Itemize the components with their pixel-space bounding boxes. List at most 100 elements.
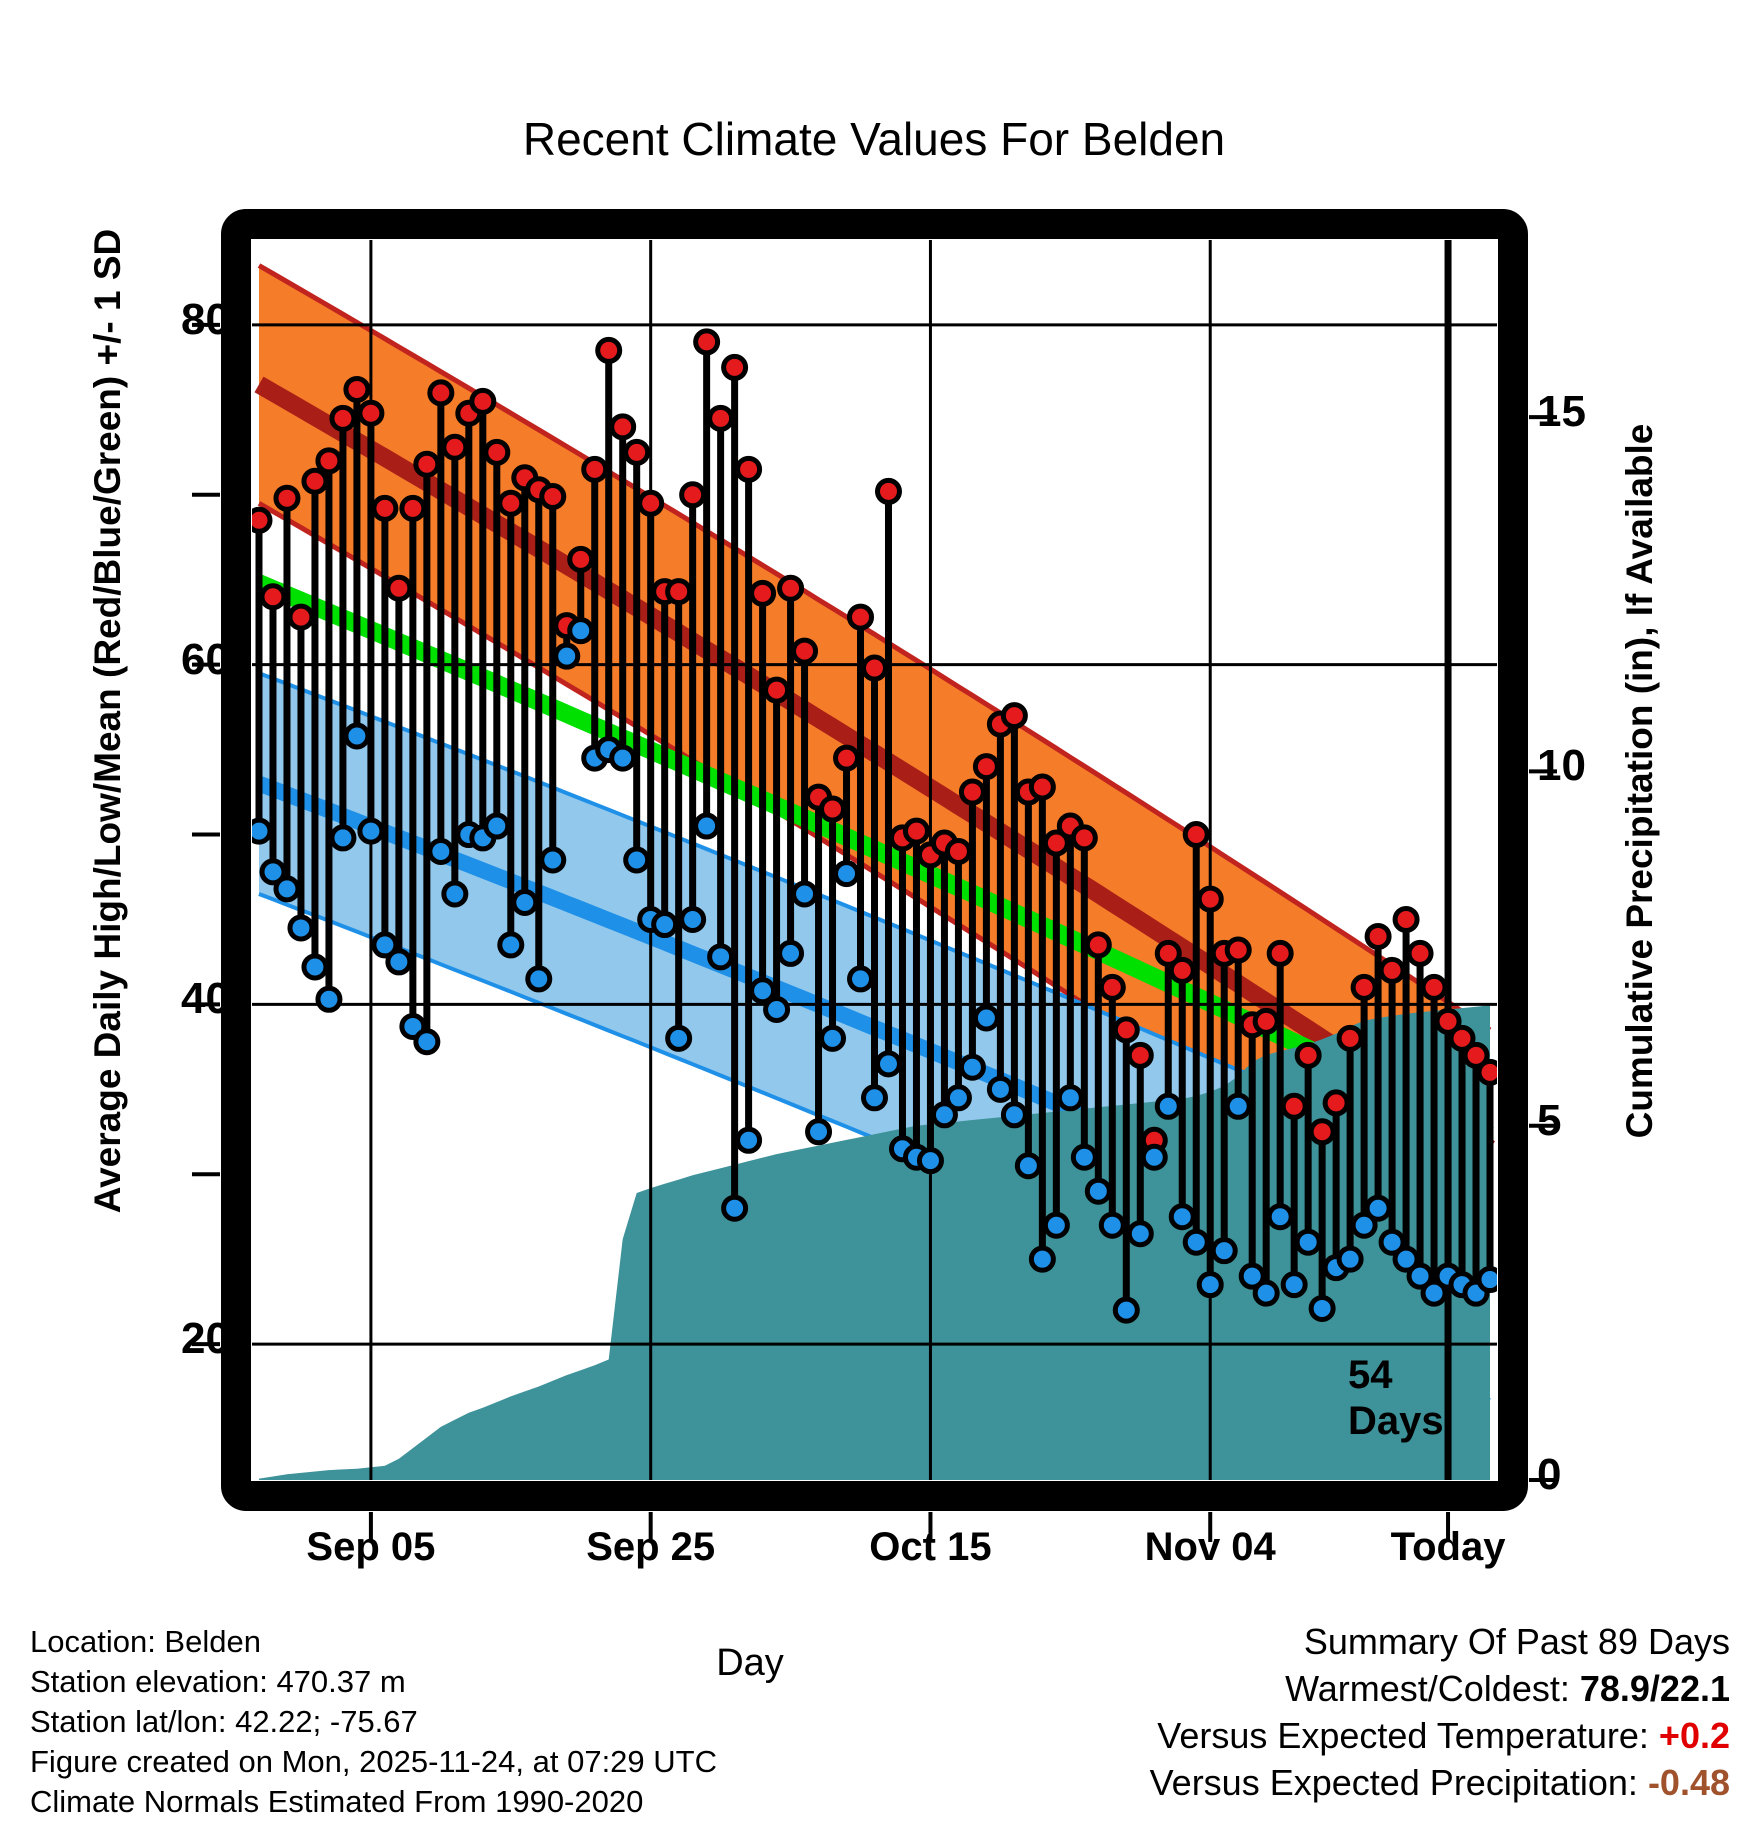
high-marker [777,574,805,602]
low-marker [441,880,469,908]
high-marker [1070,824,1098,852]
high-marker [721,353,749,381]
summary-temp-label: Versus Expected Temperature: [1157,1715,1649,1756]
low-marker [567,617,595,645]
x-tick-today: Today [1390,1525,1506,1569]
low-marker [511,888,539,916]
low-marker [749,977,777,1005]
high-marker [665,578,693,606]
high-marker [637,489,665,517]
low-marker [1210,1237,1238,1265]
high-marker [847,603,875,631]
low-marker [651,911,679,939]
high-marker [1336,1024,1364,1052]
high-marker [1168,956,1196,984]
daily-observations [252,328,1497,1324]
low-marker [623,846,651,874]
low-marker [483,812,511,840]
low-marker [329,824,357,852]
low-marker [1350,1211,1378,1239]
high-marker [1252,1007,1280,1035]
low-marker [301,953,329,981]
low-marker [1042,1211,1070,1239]
low-marker [1014,1152,1042,1180]
high-marker [252,506,273,534]
high-marker [609,413,637,441]
axis-ticks [192,322,1557,1542]
low-marker [413,1028,441,1056]
low-marker [609,744,637,772]
high-marker [735,455,763,483]
high-marker [1420,973,1448,1001]
high-marker [385,574,413,602]
high-marker [441,433,469,461]
summary-temp: Versus Expected Temperature: +0.2 [1150,1712,1730,1759]
high-marker [791,637,819,665]
high-marker [301,467,329,495]
low-marker [1266,1203,1294,1231]
y-tick-right-5: 5 [1537,1095,1562,1145]
low-marker [1168,1203,1196,1231]
summary-precip: Versus Expected Precipitation: -0.48 [1150,1759,1730,1806]
high-marker [1308,1118,1336,1146]
low-marker [665,1024,693,1052]
high-marker [1350,973,1378,1001]
low-marker [1224,1092,1252,1120]
low-marker [1364,1194,1392,1222]
high-marker [763,676,791,704]
x-tick-oct-15: Oct 15 [869,1525,992,1569]
summary-warmest-coldest: Warmest/Coldest: 78.9/22.1 [1150,1665,1730,1712]
low-marker [427,838,455,866]
high-marker [1434,1007,1462,1035]
low-marker [861,1084,888,1112]
high-marker [1126,1041,1154,1069]
high-marker [357,399,385,427]
high-marker [1196,885,1224,913]
high-marker [1448,1024,1476,1052]
high-marker [1266,939,1294,967]
low-marker [1308,1294,1336,1322]
high-marker [273,484,301,512]
high-marker [707,404,735,432]
low-marker [1294,1228,1322,1256]
high-marker [1392,905,1420,933]
summary-warmest-coldest-label: Warmest/Coldest: [1285,1668,1570,1709]
chart-title: Recent Climate Values For Belden [522,113,1226,165]
low-marker [1252,1279,1280,1307]
low-marker [847,965,875,993]
high-marker [1280,1092,1308,1120]
low-marker [1238,1262,1266,1290]
low-marker [539,846,567,874]
high-marker [259,583,287,611]
low-marker [385,948,413,976]
high-marker [833,744,861,772]
high-marker [469,387,497,415]
summary-block: Summary Of Past 89 Days Warmest/Coldest:… [1150,1618,1730,1806]
high-marker [287,603,315,631]
meta-latlon: Station lat/lon: 42.22; -75.67 [30,1704,418,1739]
y-tick-left-60: 60 [181,634,230,684]
high-marker [902,817,930,845]
y-tick-right-15: 15 [1537,387,1586,437]
low-marker [874,1050,902,1078]
days-annotation: 54 Days [1348,1352,1444,1444]
low-marker [1084,1177,1112,1205]
high-marker [749,579,777,607]
summary-precip-value: -0.48 [1647,1762,1730,1803]
low-marker [944,1084,972,1112]
low-marker [1140,1143,1168,1171]
low-marker [930,1101,958,1129]
low-marker [1392,1245,1420,1273]
high-marker [343,375,371,403]
high-marker [1154,939,1182,967]
high-marker [1294,1041,1322,1069]
meta-created: Figure created on Mon, 2025-11-24, at 07… [30,1744,717,1779]
low-marker [1406,1262,1434,1290]
high-marker [329,404,357,432]
high-marker [1098,973,1126,1001]
high-marker [539,482,567,510]
days-annotation-unit: Days [1348,1399,1444,1443]
low-marker [357,817,385,845]
low-marker [958,1053,986,1081]
